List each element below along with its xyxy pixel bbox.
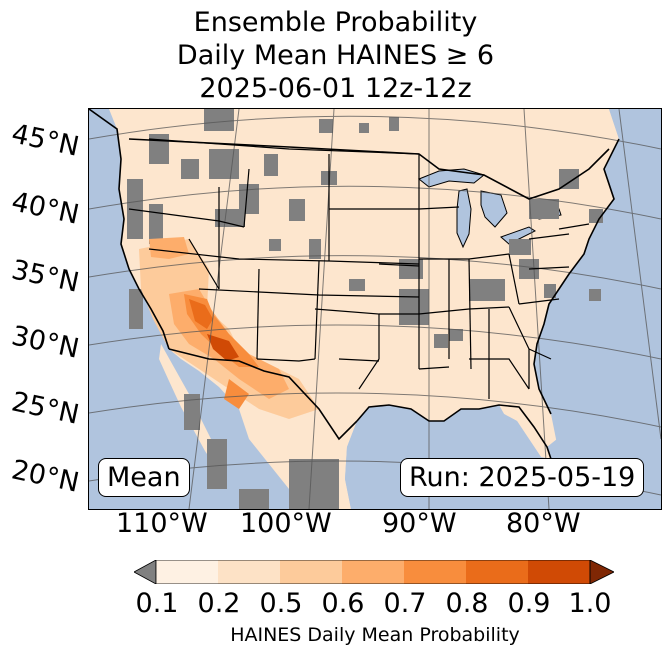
colorbar-tick-0: 0.1 — [135, 588, 179, 619]
colorbar — [134, 560, 614, 584]
colorbar-bin-4 — [342, 560, 404, 584]
colorbar-label: HAINES Daily Mean Probability — [230, 624, 520, 646]
colorbar-over-arrow — [589, 560, 614, 584]
colorbar-bin-5 — [404, 560, 466, 584]
national-borders — [89, 109, 620, 460]
lon-label-110w: 110°W — [116, 508, 208, 539]
lon-label-90w: 90°W — [382, 508, 457, 539]
colorbar-tick-1: 0.2 — [197, 588, 241, 619]
gulf-of-mexico — [345, 405, 541, 509]
colorbar-bin-1 — [156, 560, 218, 584]
colorbar-tick-6: 0.9 — [507, 588, 551, 619]
colorbar-under-arrow — [134, 560, 157, 584]
map-title: Ensemble Probability Daily Mean HAINES ≥… — [0, 6, 671, 105]
lake-michigan — [456, 188, 472, 249]
map-panel — [88, 108, 662, 510]
map-canvas — [89, 109, 661, 509]
colorbar-tick-5: 0.8 — [445, 588, 489, 619]
colorbar-tick-2: 0.5 — [259, 588, 303, 619]
title-line-2: Daily Mean HAINES ≥ 6 — [176, 40, 495, 71]
atlantic-ne — [534, 109, 661, 509]
colorbar-bin-7 — [528, 560, 590, 584]
lat-label-25: 25°N — [8, 386, 82, 431]
lat-label-45: 45°N — [8, 118, 82, 163]
lat-label-35: 35°N — [8, 254, 82, 299]
colorbar-tick-3: 0.6 — [321, 588, 365, 619]
lake-huron — [480, 190, 508, 228]
colorbar-bin-3 — [280, 560, 342, 584]
colorbar-bin-2 — [218, 560, 280, 584]
lon-label-80w: 80°W — [506, 508, 581, 539]
stat-label-box: Mean — [98, 458, 190, 497]
run-date-box: Run: 2025-05-19 — [400, 458, 645, 497]
lat-label-30: 30°N — [8, 320, 82, 365]
state-boundaries — [128, 138, 590, 399]
florida — [499, 405, 551, 459]
lon-label-100w: 100°W — [240, 508, 332, 539]
title-line-3: 2025-06-01 12z-12z — [199, 73, 472, 104]
colorbar-tick-7: 1.0 — [568, 588, 612, 619]
lat-label-20: 20°N — [8, 454, 82, 499]
lat-label-40: 40°N — [8, 186, 82, 231]
title-line-1: Ensemble Probability — [193, 7, 478, 38]
colorbar-bin-6 — [466, 560, 528, 584]
missing-data-patches — [127, 109, 603, 509]
colorbar-tick-4: 0.7 — [383, 588, 427, 619]
